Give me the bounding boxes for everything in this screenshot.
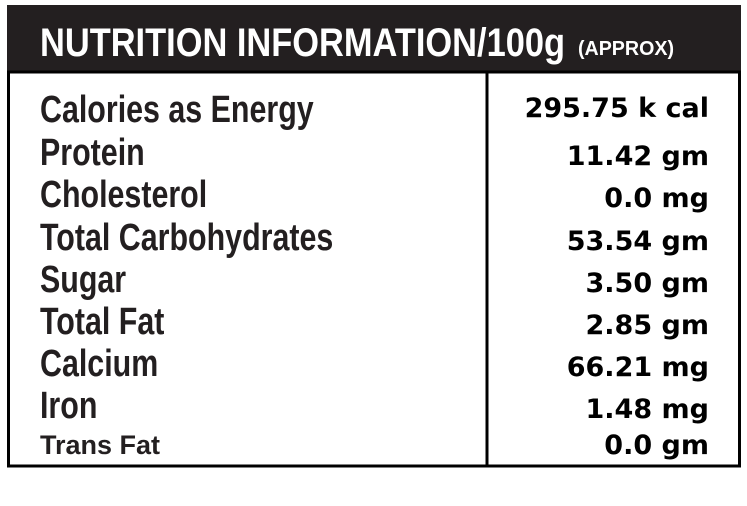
row-value: 0.0 gm (604, 430, 709, 461)
header-bar (7, 5, 741, 72)
row-value: 53.54 gm (567, 226, 709, 257)
header-note: (APPROX) (578, 38, 674, 60)
row-value: 66.21 mg (567, 352, 709, 383)
row-label: Sugar (40, 259, 126, 301)
row-value: 1.48 mg (586, 394, 709, 425)
header-title: NUTRITION INFORMATION/100g (40, 21, 565, 65)
row-value: 0.0 mg (604, 183, 709, 214)
row-label: Calories as Energy (40, 89, 314, 131)
row-value: 3.50 gm (586, 268, 709, 299)
row-value: 295.75 k cal (525, 93, 709, 124)
row-label: Protein (40, 132, 145, 174)
table-border (7, 70, 741, 468)
rows: Calories as Energy 295.75 k cal Protein 11.… (40, 89, 709, 461)
row-label: Calcium (40, 343, 158, 385)
row-value: 11.42 gm (567, 141, 709, 172)
row-label: Total Carbohydrates (40, 217, 333, 259)
row-label: Trans Fat (40, 430, 160, 460)
row-label: Total Fat (40, 301, 165, 343)
row-value: 2.85 gm (586, 310, 709, 341)
row-label: Cholesterol (40, 174, 207, 216)
row-label: Iron (40, 385, 97, 427)
